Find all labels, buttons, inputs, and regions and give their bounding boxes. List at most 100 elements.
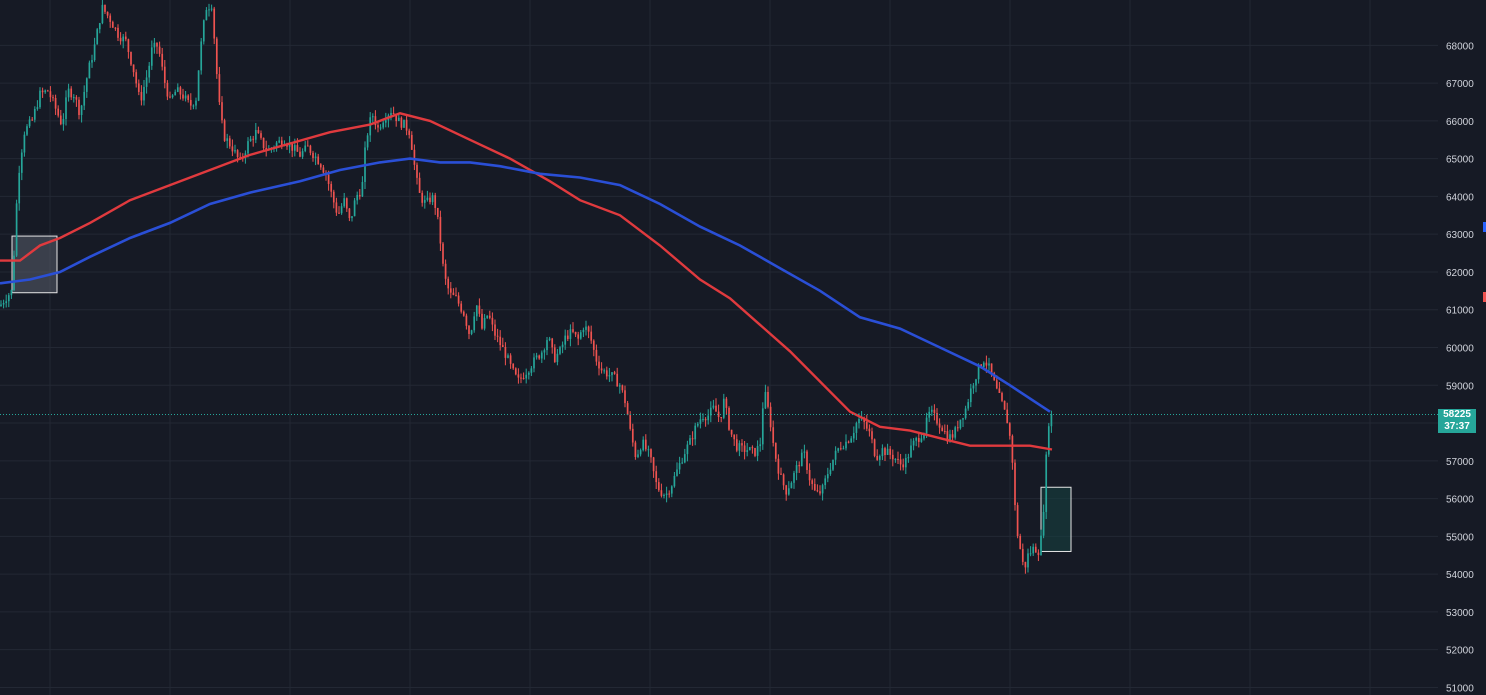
candle-body-up bbox=[686, 444, 689, 455]
candle-body-down bbox=[657, 482, 660, 491]
candle-body-up bbox=[234, 150, 236, 152]
candle-body-down bbox=[280, 140, 283, 146]
candle-body-up bbox=[803, 451, 806, 453]
candle-body-down bbox=[943, 431, 946, 433]
price-scale-background[interactable] bbox=[1438, 0, 1486, 695]
candle-body-up bbox=[858, 419, 860, 424]
candle-body-up bbox=[301, 151, 304, 157]
candle-body-up bbox=[184, 95, 187, 99]
candle-body-up bbox=[676, 469, 678, 476]
candle-body-up bbox=[564, 335, 567, 345]
candle-body-up bbox=[923, 433, 925, 439]
candle-body-down bbox=[31, 119, 34, 121]
candle-body-up bbox=[928, 411, 931, 418]
candle-body-down bbox=[780, 473, 782, 475]
y-tick-label: 60000 bbox=[1446, 344, 1474, 355]
candle-body-down bbox=[691, 438, 694, 440]
candle-body-down bbox=[501, 345, 504, 347]
candle-body-down bbox=[743, 445, 746, 452]
candle-body-up bbox=[88, 62, 91, 79]
grid bbox=[0, 0, 1438, 695]
candle-body-down bbox=[447, 278, 450, 289]
candle-body-down bbox=[377, 125, 379, 128]
candle-body-down bbox=[223, 120, 226, 141]
candle-body-up bbox=[36, 107, 39, 109]
candle-body-down bbox=[465, 315, 468, 326]
rectangle-drawing-grey[interactable] bbox=[11, 235, 58, 294]
candle-body-down bbox=[990, 363, 993, 374]
candle-body-down bbox=[767, 391, 769, 407]
candle-body-down bbox=[772, 427, 775, 443]
candle-body-up bbox=[920, 438, 923, 442]
candle-body-up bbox=[689, 438, 691, 445]
candle-body-down bbox=[774, 442, 777, 459]
candle-body-up bbox=[507, 355, 509, 358]
candle-body-up bbox=[293, 145, 296, 151]
candle-body-down bbox=[124, 36, 127, 40]
candle-body-up bbox=[423, 199, 426, 203]
y-tick-label: 53000 bbox=[1446, 608, 1474, 619]
candle-body-down bbox=[1006, 409, 1009, 424]
candle-body-down bbox=[730, 429, 733, 435]
candle-body-up bbox=[709, 407, 712, 416]
candle-body-down bbox=[156, 42, 158, 47]
candle-body-down bbox=[109, 15, 112, 22]
candle-body-down bbox=[496, 335, 499, 337]
candle-body-up bbox=[83, 91, 86, 106]
candle-body-up bbox=[832, 459, 834, 470]
candle-body-up bbox=[912, 440, 915, 446]
candle-body-down bbox=[182, 94, 184, 99]
candle-body-down bbox=[1019, 535, 1022, 549]
candle-body-down bbox=[494, 324, 496, 336]
candle-body-down bbox=[865, 421, 868, 429]
candle-body-up bbox=[530, 368, 533, 373]
candle-body-up bbox=[143, 86, 145, 101]
candle-body-down bbox=[478, 305, 481, 314]
candle-body-down bbox=[522, 377, 525, 379]
candle-body-up bbox=[62, 118, 65, 125]
candle-body-up bbox=[611, 372, 613, 376]
candle-body-up bbox=[756, 446, 759, 456]
candle-body-down bbox=[876, 455, 879, 460]
current-price-value: 58225 bbox=[1443, 408, 1471, 420]
candle-body-down bbox=[468, 325, 470, 334]
candle-body-down bbox=[421, 192, 424, 203]
candle-body-up bbox=[925, 417, 928, 434]
candle-body-up bbox=[470, 330, 473, 334]
candle-body-down bbox=[46, 90, 49, 92]
candle-body-down bbox=[811, 480, 814, 484]
candle-body-up bbox=[475, 305, 478, 317]
candle-body-down bbox=[650, 449, 652, 458]
candle-body-up bbox=[148, 65, 151, 78]
y-tick-label: 65000 bbox=[1446, 155, 1474, 166]
candle-body-down bbox=[286, 145, 288, 147]
candle-body-down bbox=[1016, 505, 1019, 536]
candle-body-down bbox=[1011, 435, 1014, 463]
candle-body-up bbox=[930, 409, 933, 412]
candle-body-up bbox=[93, 44, 96, 61]
candle-body-up bbox=[7, 295, 10, 302]
candle-body-up bbox=[65, 97, 67, 119]
candle-body-up bbox=[535, 355, 538, 358]
candle-body-up bbox=[543, 350, 546, 353]
candle-body-down bbox=[52, 97, 54, 99]
candle-body-down bbox=[488, 315, 491, 318]
y-tick-label: 55000 bbox=[1446, 532, 1474, 543]
candle-body-down bbox=[166, 82, 169, 97]
candle-body-down bbox=[720, 417, 723, 419]
candle-body-down bbox=[460, 303, 463, 312]
candle-body-down bbox=[816, 490, 819, 492]
candle-body-down bbox=[335, 202, 338, 213]
candle-body-up bbox=[949, 434, 951, 442]
candle-body-up bbox=[540, 352, 543, 359]
candle-body-down bbox=[75, 97, 78, 100]
candle-body-up bbox=[2, 303, 5, 305]
candle-body-down bbox=[410, 134, 413, 150]
candle-body-up bbox=[764, 391, 767, 409]
candle-body-up bbox=[527, 372, 530, 375]
y-tick-label: 54000 bbox=[1446, 570, 1474, 581]
candle-body-up bbox=[678, 463, 681, 470]
candle-body-up bbox=[80, 105, 83, 116]
candle-body-down bbox=[442, 243, 444, 264]
